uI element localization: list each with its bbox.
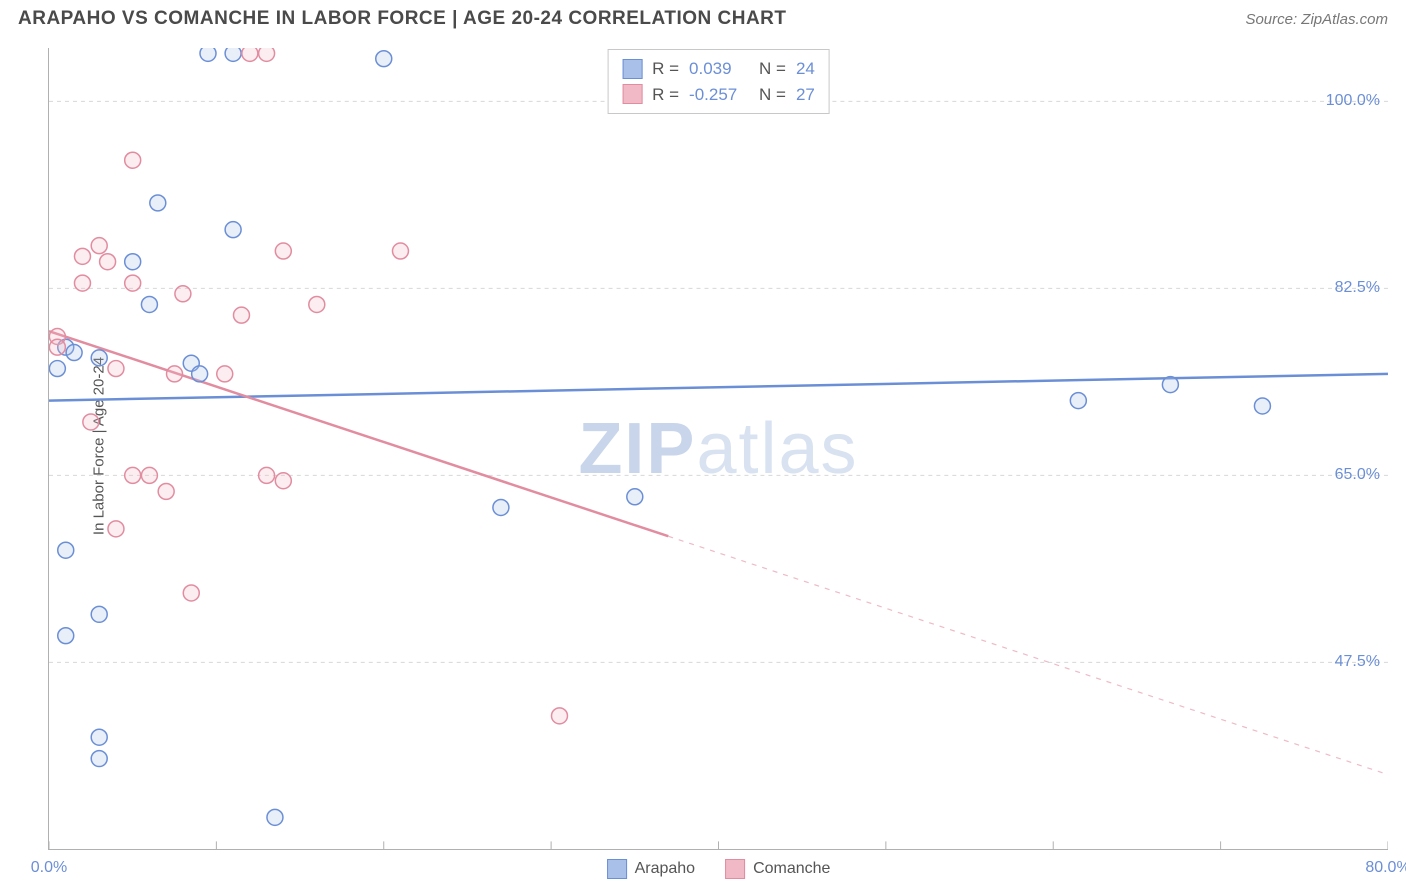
- legend-r-key: R =: [652, 56, 679, 82]
- chart-title: ARAPAHO VS COMANCHE IN LABOR FORCE | AGE…: [18, 8, 787, 30]
- y-tick-label: 47.5%: [1335, 653, 1380, 671]
- x-tick-label: 80.0%: [1365, 859, 1406, 877]
- source-label: Source: ZipAtlas.com: [1245, 11, 1388, 28]
- series-legend-label: Arapaho: [635, 860, 696, 878]
- legend-swatch: [622, 59, 642, 79]
- series-legend: Arapaho Comanche: [607, 859, 831, 879]
- legend-r-value: 0.039: [689, 56, 749, 82]
- stats-legend-row: R = -0.257 N = 27: [622, 82, 815, 108]
- stats-legend: R = 0.039 N = 24 R = -0.257 N = 27: [607, 49, 830, 114]
- legend-n-value: 27: [796, 82, 815, 108]
- chart-svg: [49, 48, 1388, 849]
- y-tick-label: 65.0%: [1335, 466, 1380, 484]
- series-legend-item: Arapaho: [607, 859, 696, 879]
- legend-n-key: N =: [759, 56, 786, 82]
- stats-legend-row: R = 0.039 N = 24: [622, 56, 815, 82]
- x-tick-label: 0.0%: [31, 859, 67, 877]
- legend-n-key: N =: [759, 82, 786, 108]
- y-tick-label: 82.5%: [1335, 279, 1380, 297]
- legend-swatch: [607, 859, 627, 879]
- legend-swatch: [725, 859, 745, 879]
- y-tick-label: 100.0%: [1326, 92, 1380, 110]
- legend-r-value: -0.257: [689, 82, 749, 108]
- legend-r-key: R =: [652, 82, 679, 108]
- chart-plot-area: ZIPatlas R = 0.039 N = 24 R = -0.257 N =…: [48, 48, 1388, 850]
- legend-n-value: 24: [796, 56, 815, 82]
- series-legend-item: Comanche: [725, 859, 830, 879]
- series-legend-label: Comanche: [753, 860, 830, 878]
- legend-swatch: [622, 84, 642, 104]
